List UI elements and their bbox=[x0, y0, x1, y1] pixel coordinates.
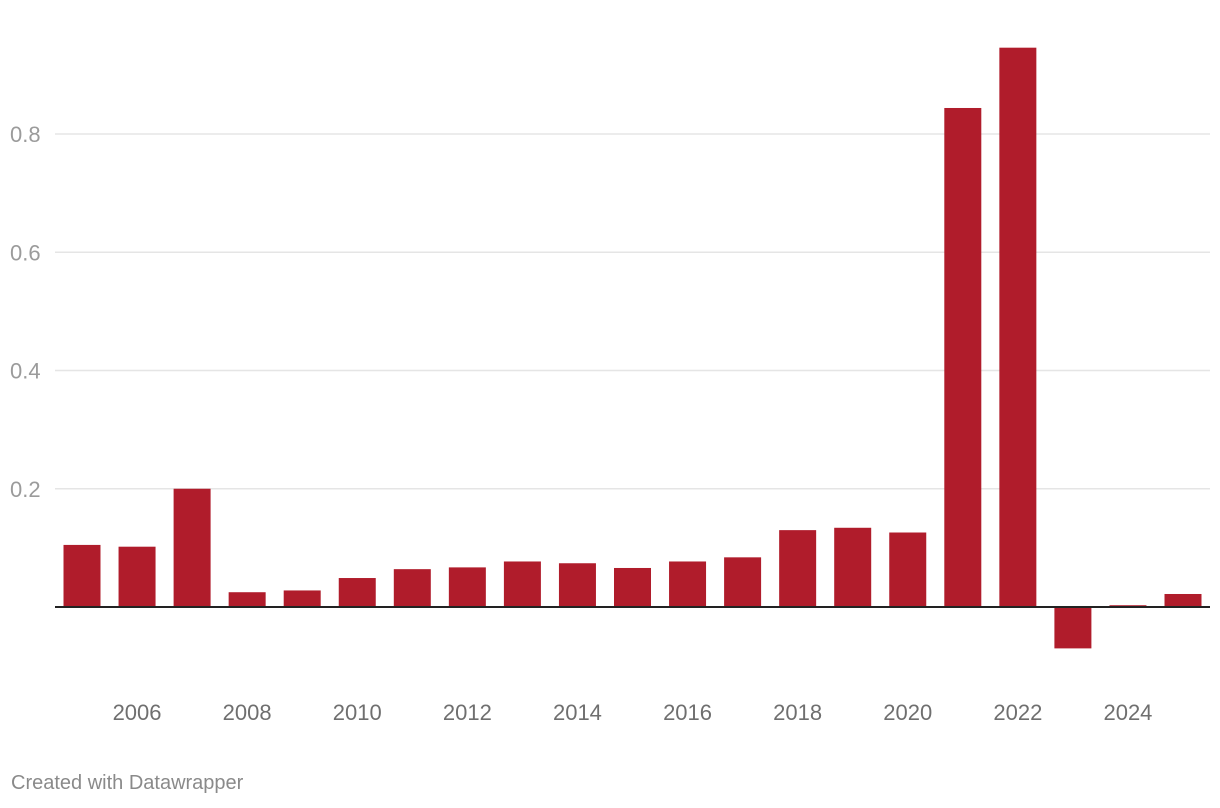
x-tick-label: 2022 bbox=[993, 700, 1042, 725]
x-tick-label: 2020 bbox=[883, 700, 932, 725]
y-axis-labels: 0.2 0.4 0.6 0.8 bbox=[10, 122, 41, 502]
x-tick-label: 2024 bbox=[1103, 700, 1152, 725]
bar-2021[interactable] bbox=[944, 107, 982, 608]
bar-2009[interactable] bbox=[283, 590, 321, 607]
bar-2013[interactable] bbox=[503, 561, 541, 607]
bar-2025[interactable] bbox=[1164, 593, 1202, 607]
x-tick-label: 2010 bbox=[333, 700, 382, 725]
bar-2008[interactable] bbox=[228, 592, 266, 607]
y-tick-label: 0.8 bbox=[10, 122, 41, 147]
x-axis-labels: 2006 2008 2010 2012 2014 2016 2018 2020 2022 2024 bbox=[113, 700, 1153, 725]
x-tick-label: 2006 bbox=[113, 700, 162, 725]
y-tick-label: 0.2 bbox=[10, 477, 41, 502]
bar-2005[interactable] bbox=[63, 544, 101, 607]
bar-2023[interactable] bbox=[1054, 607, 1092, 649]
x-tick-label: 2014 bbox=[553, 700, 602, 725]
bar-2016[interactable] bbox=[669, 561, 707, 607]
bars bbox=[63, 47, 1202, 649]
bar-2014[interactable] bbox=[558, 563, 596, 607]
bar-2022[interactable] bbox=[999, 47, 1037, 608]
gridlines bbox=[55, 133, 1210, 490]
datawrapper-credit[interactable]: Created with Datawrapper bbox=[11, 772, 244, 794]
bar-2019[interactable] bbox=[834, 527, 872, 607]
x-tick-label: 2018 bbox=[773, 700, 822, 725]
bar-2017[interactable] bbox=[724, 557, 762, 607]
bar-2015[interactable] bbox=[614, 567, 651, 607]
x-tick-label: 2008 bbox=[223, 700, 272, 725]
bar-2020[interactable] bbox=[889, 532, 927, 607]
y-tick-label: 0.4 bbox=[10, 359, 41, 384]
x-tick-label: 2016 bbox=[663, 700, 712, 725]
bar-2007[interactable] bbox=[173, 488, 211, 607]
x-tick-label: 2012 bbox=[443, 700, 492, 725]
bar-2018[interactable] bbox=[779, 530, 817, 607]
bar-2010[interactable] bbox=[338, 578, 376, 607]
bar-2012[interactable] bbox=[448, 567, 486, 607]
bar-2011[interactable] bbox=[393, 569, 431, 607]
bar-2006[interactable] bbox=[118, 546, 156, 607]
y-tick-label: 0.6 bbox=[10, 240, 41, 265]
